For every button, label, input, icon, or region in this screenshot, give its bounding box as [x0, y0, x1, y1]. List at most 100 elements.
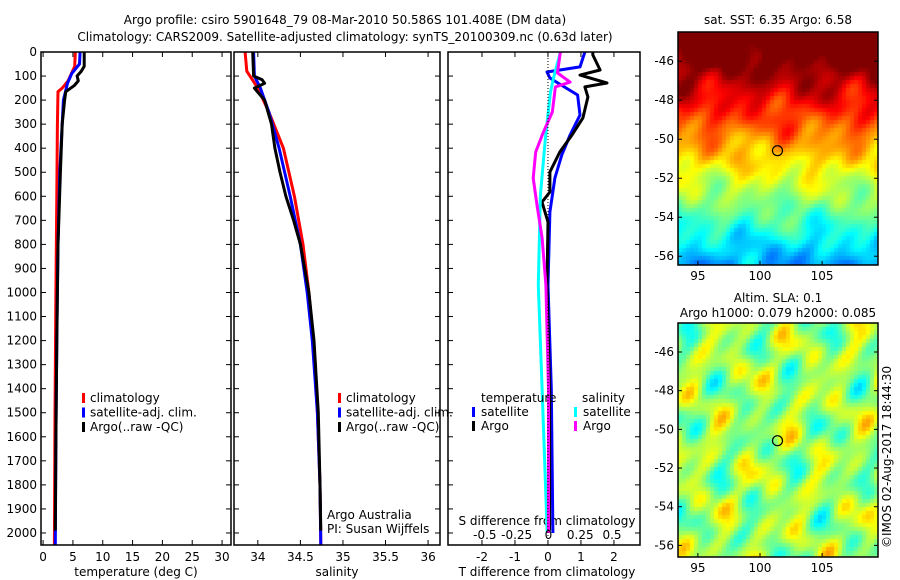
legend-swatch: [338, 393, 341, 403]
depth-tick-label: 100: [14, 69, 37, 83]
salinity-x-tick-label: 34.5: [287, 550, 314, 564]
argo-location-marker: [771, 435, 784, 447]
legend-title-temperature: temperature: [481, 391, 556, 405]
depth-tick-label: 1400: [6, 382, 37, 396]
sla-map-lat-tick-label: -56: [654, 538, 674, 552]
argo-location-marker: [771, 145, 784, 157]
difference-series-salinity-satellite: [536, 51, 562, 534]
temperature-x-tick-label: 0: [39, 550, 47, 564]
sst-map-image: [678, 32, 878, 265]
salinity-x-tick-label: 35.5: [372, 550, 399, 564]
depth-tick-label: 0: [29, 45, 37, 59]
temperature-x-tick-label: 15: [125, 550, 140, 564]
salinity-axes-box: [233, 51, 441, 546]
difference-series-salinity-argo: [531, 51, 572, 533]
figure-title-line1: Argo profile: csiro 5901648_79 08-Mar-20…: [124, 13, 566, 27]
depth-tick-label: 800: [14, 237, 37, 251]
temperature-x-tick-label: 10: [95, 550, 110, 564]
temperature-x-tick-label: 5: [69, 550, 77, 564]
temperature-series-satellite-adj-clim-: [53, 51, 82, 546]
sla-map-lat-tick-label: -48: [654, 384, 674, 398]
legend-swatch: [472, 407, 475, 417]
depth-tick-label: 400: [14, 141, 37, 155]
temperature-x-tick-label: 25: [185, 550, 200, 564]
sst-map-axes-box: [677, 31, 879, 266]
legend-label: climatology: [90, 391, 160, 405]
sst-map-lat-tick-label: -54: [654, 210, 674, 224]
sla-map-lon-tick-label: 105: [811, 561, 834, 575]
temperature-xlabel: temperature (deg C): [74, 565, 197, 579]
salinity-x-tick-label: 34: [250, 550, 265, 564]
sla-map-lat-tick-label: -54: [654, 500, 674, 514]
depth-tick-label: 1900: [6, 502, 37, 516]
legend-label: climatology: [346, 391, 416, 405]
sla-map-lon-tick-label: 95: [690, 561, 705, 575]
sla-map-lat-tick-label: -50: [654, 422, 674, 436]
sst-map-lon-tick-label: 100: [749, 269, 772, 283]
depth-tick-label: 1100: [6, 310, 37, 324]
sla-map-subtitle: Argo h1000: 0.079 h2000: 0.085: [680, 306, 876, 320]
difference-axes-box: [447, 51, 641, 546]
legend-label: Argo: [481, 419, 509, 433]
s-difference-tick-label: -0.25: [501, 528, 532, 542]
sst-map-lat-tick-label: -46: [654, 54, 674, 68]
depth-tick-label: 200: [14, 93, 37, 107]
legend-swatch: [574, 421, 577, 431]
s-difference-tick-label: -0.5: [473, 528, 496, 542]
depth-tick-label: 1800: [6, 478, 37, 492]
sla-map-image: [678, 323, 878, 557]
temperature-x-tick-label: 20: [155, 550, 170, 564]
s-difference-tick-label: 0.5: [602, 528, 621, 542]
sla-map-lat-tick-label: -46: [654, 345, 674, 359]
salinity-xlabel: salinity: [315, 565, 358, 579]
temperature-axes-box: [40, 51, 232, 546]
depth-tick-label: 300: [14, 117, 37, 131]
legend-title-salinity: salinity: [582, 391, 625, 405]
legend-swatch: [338, 407, 341, 418]
depth-tick-label: 1300: [6, 358, 37, 372]
legend-label: satellite-adj. clim.: [90, 406, 197, 420]
legend-label: Argo(..raw -QC): [346, 420, 439, 434]
t-difference-xlabel: T difference from climatology: [458, 565, 636, 579]
sst-map-lat-tick-label: -56: [654, 249, 674, 263]
sst-map-lat-tick-label: -48: [654, 93, 674, 107]
depth-tick-label: 700: [14, 213, 37, 227]
salinity-x-tick-label: 36: [420, 550, 435, 564]
difference-x-tick-label: 1: [577, 550, 585, 564]
difference-x-tick-label: 2: [610, 550, 618, 564]
temperature-x-tick-label: 30: [214, 550, 229, 564]
legend-label: Argo: [583, 419, 611, 433]
legend-swatch: [472, 421, 475, 431]
s-difference-tick-label: 0: [545, 528, 553, 542]
legend-swatch: [82, 393, 85, 403]
difference-x-tick-label: -1: [509, 550, 521, 564]
depth-tick-label: 1700: [6, 454, 37, 468]
sst-map-lat-tick-label: -52: [654, 171, 674, 185]
legend-swatch: [82, 422, 85, 432]
depth-tick-label: 900: [14, 261, 37, 275]
pi-text: PI: Susan Wijffels: [327, 522, 429, 536]
depth-tick-label: 1200: [6, 334, 37, 348]
difference-series-temperature-argo: [540, 52, 609, 531]
sla-map-lon-tick-label: 100: [749, 561, 772, 575]
depth-tick-label: 600: [14, 189, 37, 203]
legend-swatch: [338, 422, 341, 432]
legend-swatch: [82, 407, 85, 418]
legend-label: Argo(..raw -QC): [90, 420, 183, 434]
sla-map-lat-tick-label: -52: [654, 461, 674, 475]
figure-title-line2: Climatology: CARS2009. Satellite-adjuste…: [77, 30, 612, 44]
sst-map-lat-tick-label: -50: [654, 132, 674, 146]
sst-map-lon-tick-label: 95: [690, 269, 705, 283]
legend-label: satellite: [583, 405, 631, 419]
salinity-x-tick-label: 35: [335, 550, 350, 564]
sla-map-title: Altim. SLA: 0.1: [734, 291, 822, 305]
depth-tick-label: 500: [14, 165, 37, 179]
legend-swatch: [574, 407, 577, 417]
depth-tick-label: 1600: [6, 430, 37, 444]
salinity-series-argo-raw-qc-: [251, 51, 323, 531]
legend-label: satellite-adj. clim.: [346, 406, 453, 420]
sla-map-axes-box: [677, 322, 879, 558]
depth-tick-label: 1500: [6, 406, 37, 420]
